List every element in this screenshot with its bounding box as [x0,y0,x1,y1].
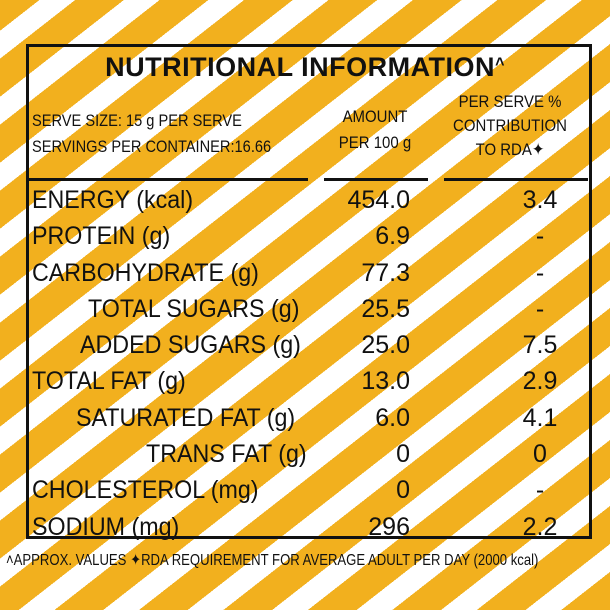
nutrition-panel-border [26,44,592,539]
nutrient-amount: 296 [368,512,410,541]
rda-header-line2: CONTRIBUTION [453,116,567,135]
nutrient-rda: - [535,222,545,251]
nutrient-label: PROTEIN (g) [32,222,171,251]
nutrient-rda: 2.9 [522,367,558,396]
amount-header-line2: PER 100 g [338,133,412,152]
table-row: PROTEIN (g) 6.9 - [0,218,610,254]
nutrient-amount: 0 [396,440,410,469]
amount-header-line1: AMOUNT [342,107,408,126]
nutrient-rda: - [535,476,545,505]
nutrient-amount: 13.0 [361,367,410,396]
nutrient-label: TRANS FAT (g) [146,440,307,469]
table-row: CHOLESTEROL (mg) 0 - [0,472,610,508]
nutrient-label: ENERGY (kcal) [32,186,194,214]
servings-per-container: SERVINGS PER CONTAINER:16.66 [32,137,272,156]
rda-header-line3: TO RDA✦ [475,140,545,159]
table-row: SODIUM (mg) 296 2.2 [0,509,610,545]
table-row: SATURATED FAT (g) 6.0 4.1 [0,400,610,436]
table-row: TRANS FAT (g) 0 0 [0,436,610,472]
nutrition-title: NUTRITIONAL INFORMATION˄ [0,52,610,83]
nutrient-label: CHOLESTEROL (mg) [32,476,259,505]
nutrient-rda: - [535,294,545,323]
nutrient-rda: 2.2 [522,512,558,541]
table-row: TOTAL FAT (g) 13.0 2.9 [0,363,610,399]
nutrient-amount: 25.0 [361,331,410,360]
nutrient-label: SATURATED FAT (g) [76,403,296,432]
table-row: CARBOHYDRATE (g) 77.3 - [0,255,610,291]
nutrient-rda: 3.4 [522,186,558,214]
nutrient-amount: 77.3 [361,258,410,287]
nutrient-rda: 0 [533,440,547,469]
nutrient-rda: 7.5 [522,331,558,360]
nutrient-amount: 0 [396,476,410,505]
nutrient-label: SODIUM (mg) [32,512,180,541]
nutrient-label: ADDED SUGARS (g) [80,331,301,360]
approx-mark-icon: ˄ [495,54,505,71]
nutrient-label: CARBOHYDRATE (g) [32,258,259,287]
serving-info: SERVE SIZE: 15 g PER SERVE SERVINGS PER … [32,108,281,160]
nutrient-table: ENERGY (kcal) 454.0 3.4 PROTEIN (g) 6.9 … [0,182,610,545]
table-row: ADDED SUGARS (g) 25.0 7.5 [0,327,610,363]
serve-size: SERVE SIZE: 15 g PER SERVE [32,111,242,130]
nutrient-label: TOTAL SUGARS (g) [88,294,300,323]
table-row: TOTAL SUGARS (g) 25.5 - [0,291,610,327]
title-text: NUTRITIONAL INFORMATION [105,52,496,82]
header-rule-amount [324,178,428,181]
header-rule-rda [444,178,588,181]
header-rule-left [28,178,308,181]
nutrient-rda: 4.1 [522,403,558,432]
nutrient-rda: - [535,258,545,287]
nutrient-amount: 6.9 [375,222,410,251]
nutrient-amount: 454.0 [347,186,410,214]
footnote: ˄APPROX. VALUES ✦RDA REQUIREMENT FOR AVE… [6,552,539,569]
nutrient-amount: 25.5 [361,294,410,323]
nutrient-label: TOTAL FAT (g) [32,367,186,396]
nutrient-amount: 6.0 [375,403,410,432]
rda-column-header: PER SERVE % CONTRIBUTION TO RDA✦ [440,90,581,162]
rda-header-line1: PER SERVE % [458,92,562,111]
table-row: ENERGY (kcal) 454.0 3.4 [0,182,610,218]
amount-column-header: AMOUNT PER 100 g [328,104,421,156]
